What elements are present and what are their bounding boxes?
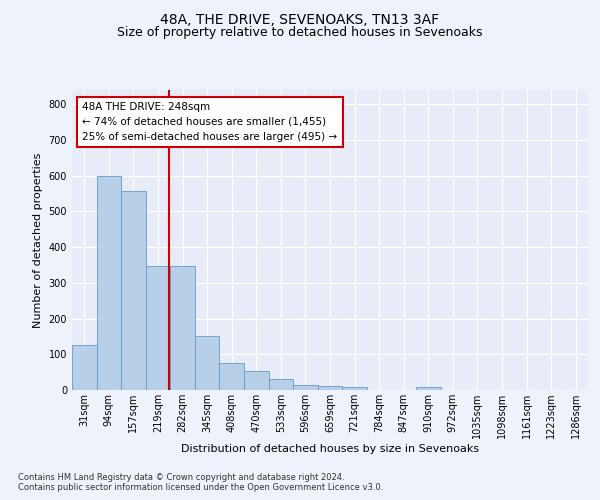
Bar <box>293 384 318 390</box>
Bar <box>220 363 244 390</box>
Y-axis label: Number of detached properties: Number of detached properties <box>33 152 43 328</box>
Text: 48A THE DRIVE: 248sqm
← 74% of detached houses are smaller (1,455)
25% of semi-d: 48A THE DRIVE: 248sqm ← 74% of detached … <box>82 102 337 142</box>
Bar <box>170 266 195 390</box>
Bar <box>244 372 269 390</box>
Bar <box>195 336 220 390</box>
Text: Contains public sector information licensed under the Open Government Licence v3: Contains public sector information licen… <box>18 484 383 492</box>
Bar <box>146 266 170 390</box>
Bar <box>97 176 121 390</box>
Bar <box>416 387 440 390</box>
Bar <box>72 346 97 390</box>
Bar <box>318 386 342 390</box>
X-axis label: Distribution of detached houses by size in Sevenoaks: Distribution of detached houses by size … <box>181 444 479 454</box>
Text: Size of property relative to detached houses in Sevenoaks: Size of property relative to detached ho… <box>117 26 483 39</box>
Bar <box>121 190 146 390</box>
Bar <box>342 387 367 390</box>
Bar <box>269 380 293 390</box>
Text: 48A, THE DRIVE, SEVENOAKS, TN13 3AF: 48A, THE DRIVE, SEVENOAKS, TN13 3AF <box>160 12 440 26</box>
Text: Contains HM Land Registry data © Crown copyright and database right 2024.: Contains HM Land Registry data © Crown c… <box>18 472 344 482</box>
